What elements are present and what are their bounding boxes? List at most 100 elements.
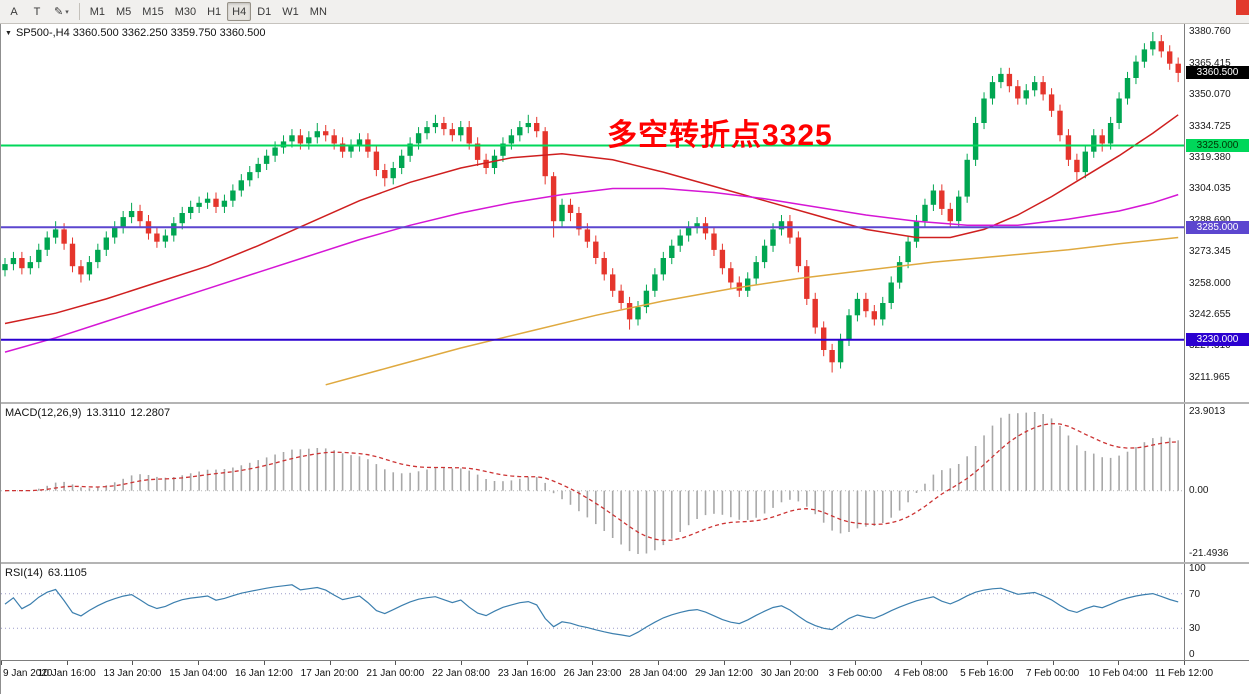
toolbar: A T ✎ ▾ M1 M5 M15 M30 H1 H4 D1 W1 MN (0, 0, 1249, 24)
hline-price-tag: 3285.000 (1186, 220, 1249, 234)
time-tick (526, 661, 528, 665)
macd-axis[interactable]: 23.9013 0.00 -21.4936 (1184, 404, 1249, 562)
time-tick (789, 661, 791, 665)
time-tick-label: 26 Jan 23:00 (563, 668, 622, 679)
time-tick (1052, 661, 1054, 665)
time-tick-label: 10 Jan 16:00 (37, 668, 96, 679)
price-axis[interactable]: 3380.760 3365.415 3350.070 3334.725 3319.380… (1184, 24, 1249, 402)
timeframe-button-m5[interactable]: M5 (116, 5, 132, 18)
panel-splitter[interactable] (1, 562, 1249, 564)
time-tick-label: 30 Jan 20:00 (760, 668, 819, 679)
time-tick-label: 29 Jan 12:00 (694, 668, 753, 679)
time-tick (132, 661, 134, 665)
panel-splitter[interactable] (1, 402, 1249, 404)
time-tick-label: 23 Jan 16:00 (497, 668, 556, 679)
text-tool-button[interactable]: T (33, 5, 41, 18)
time-tick (461, 661, 463, 665)
time-tick-label: 11 Feb 12:00 (1154, 668, 1214, 679)
chart-annotation[interactable]: 多空转折点3325 (607, 119, 833, 152)
color-picker-tool-button[interactable]: ✎ ▾ (54, 6, 69, 18)
price-chart-panel: ▼ SP500-,H4 3360.500 3362.250 3359.750 3… (1, 24, 1249, 402)
macd-value: 13.3110 (86, 407, 126, 419)
price-tick-label: 3242.655 (1189, 308, 1231, 320)
time-tick-label: 15 Jan 04:00 (169, 668, 228, 679)
current-price-tag: 3360.500 (1186, 66, 1249, 80)
time-tick (329, 661, 331, 665)
time-tick-label: 7 Feb 00:00 (1025, 668, 1080, 679)
chart-workspace: ▼ SP500-,H4 3360.500 3362.250 3359.750 3… (0, 24, 1249, 694)
price-tick-label: 3288.690 (1189, 215, 1231, 226)
time-tick-label: 16 Jan 12:00 (234, 668, 293, 679)
price-chart-canvas (1, 32, 1184, 386)
rsi-panel: RSI(14) 63.1105 100 70 30 0 (1, 563, 1249, 660)
macd-canvas (1, 412, 1184, 554)
rsi-plot[interactable]: RSI(14) 63.1105 (1, 564, 1184, 660)
time-tick (1183, 661, 1185, 665)
rsi-tick-label: 70 (1189, 588, 1201, 600)
macd-tick-label: 0.00 (1189, 484, 1209, 496)
time-tick-label: 10 Feb 04:00 (1088, 668, 1148, 679)
price-tick-label: 3365.415 (1189, 57, 1231, 69)
time-tick-label: 13 Jan 20:00 (103, 668, 162, 679)
rsi-label: RSI(14) 63.1105 (5, 567, 92, 579)
macd-signal-value: 12.2807 (130, 407, 171, 419)
macd-tick-label: 23.9013 (1189, 406, 1226, 417)
rsi-axis[interactable]: 100 70 30 0 (1184, 563, 1249, 660)
toolbar-separator (78, 3, 80, 20)
price-tick-label: 3334.725 (1189, 120, 1231, 132)
timeframe-button-m15[interactable]: M15 (142, 5, 164, 18)
time-tick (855, 661, 857, 665)
macd-plot[interactable]: MACD(12,26,9) 13.3110 12.2807 (1, 404, 1184, 562)
time-tick (1, 661, 2, 665)
close-button[interactable] (1236, 0, 1249, 15)
price-tick-label: 3304.035 (1189, 183, 1231, 195)
price-tick-label: 3350.070 (1189, 89, 1231, 101)
time-tick-label: 5 Feb 16:00 (960, 668, 1014, 679)
time-tick (66, 661, 68, 665)
timeframe-button-m30[interactable]: M30 (174, 5, 197, 18)
font-tool-button[interactable]: A (10, 5, 18, 18)
rsi-name: RSI(14) (5, 567, 43, 579)
macd-label: MACD(12,26,9) 13.3110 12.2807 (5, 407, 175, 419)
timeframe-button-h1[interactable]: H1 (207, 5, 222, 18)
time-tick (1118, 661, 1120, 665)
hline-price-tag: 3230.000 (1186, 333, 1249, 347)
timeframe-button-mn[interactable]: MN (309, 5, 327, 18)
rsi-tick-label: 100 (1189, 563, 1206, 574)
timeframe-button-m1[interactable]: M1 (89, 5, 106, 18)
macd-name: MACD(12,26,9) (5, 407, 82, 419)
time-tick (658, 661, 660, 665)
rsi-canvas (1, 584, 1184, 638)
price-chart-plot[interactable]: ▼ SP500-,H4 3360.500 3362.250 3359.750 3… (1, 24, 1184, 402)
timeframe-button-w1[interactable]: W1 (282, 5, 299, 18)
time-tick (921, 661, 923, 665)
price-tick-label: 3319.380 (1189, 151, 1231, 163)
chart-menu-arrow-icon[interactable]: ▼ (5, 29, 12, 37)
time-tick-label: 21 Jan 00:00 (366, 668, 425, 679)
price-tick-label: 3211.965 (1189, 371, 1230, 383)
hline-price-tag: 3325.000 (1186, 139, 1249, 152)
timeframe-toolbar: M1 M5 M15 M30 H1 H4 D1 W1 MN (85, 2, 332, 21)
time-tick (723, 661, 725, 665)
timeframe-button-h4[interactable]: H4 (227, 2, 252, 21)
price-tick-label: 3380.760 (1189, 26, 1231, 38)
drawing-toolbar: A T ✎ ▾ (3, 2, 74, 21)
time-tick-label: 4 Feb 08:00 (894, 668, 948, 679)
time-tick-label: 3 Feb 00:00 (828, 668, 883, 679)
macd-panel: MACD(12,26,9) 13.3110 12.2807 23.9013 0.00 -… (1, 404, 1249, 562)
time-tick-label: 9 Jan 2020 (3, 668, 53, 679)
timeframe-button-d1[interactable]: D1 (257, 5, 272, 18)
time-tick-label: 22 Jan 08:00 (432, 668, 490, 679)
rsi-tick-label: 0 (1189, 649, 1195, 660)
chart-title-text: SP500-,H4 3360.500 3362.250 3359.750 336… (15, 27, 266, 39)
time-axis[interactable]: 9 Jan 2020 10 Jan 16:00 13 Jan 20:00 15 Jan… (1, 660, 1249, 694)
time-tick (986, 661, 988, 665)
time-tick-label: 17 Jan 20:00 (300, 668, 359, 679)
time-tick (263, 661, 265, 665)
rsi-value: 63.1105 (47, 567, 87, 579)
chart-ohlc-title: ▼ SP500-,H4 3360.500 3362.250 3359.750 3… (5, 27, 266, 39)
time-tick (592, 661, 594, 665)
rsi-tick-label: 30 (1189, 623, 1201, 635)
time-tick (395, 661, 397, 665)
